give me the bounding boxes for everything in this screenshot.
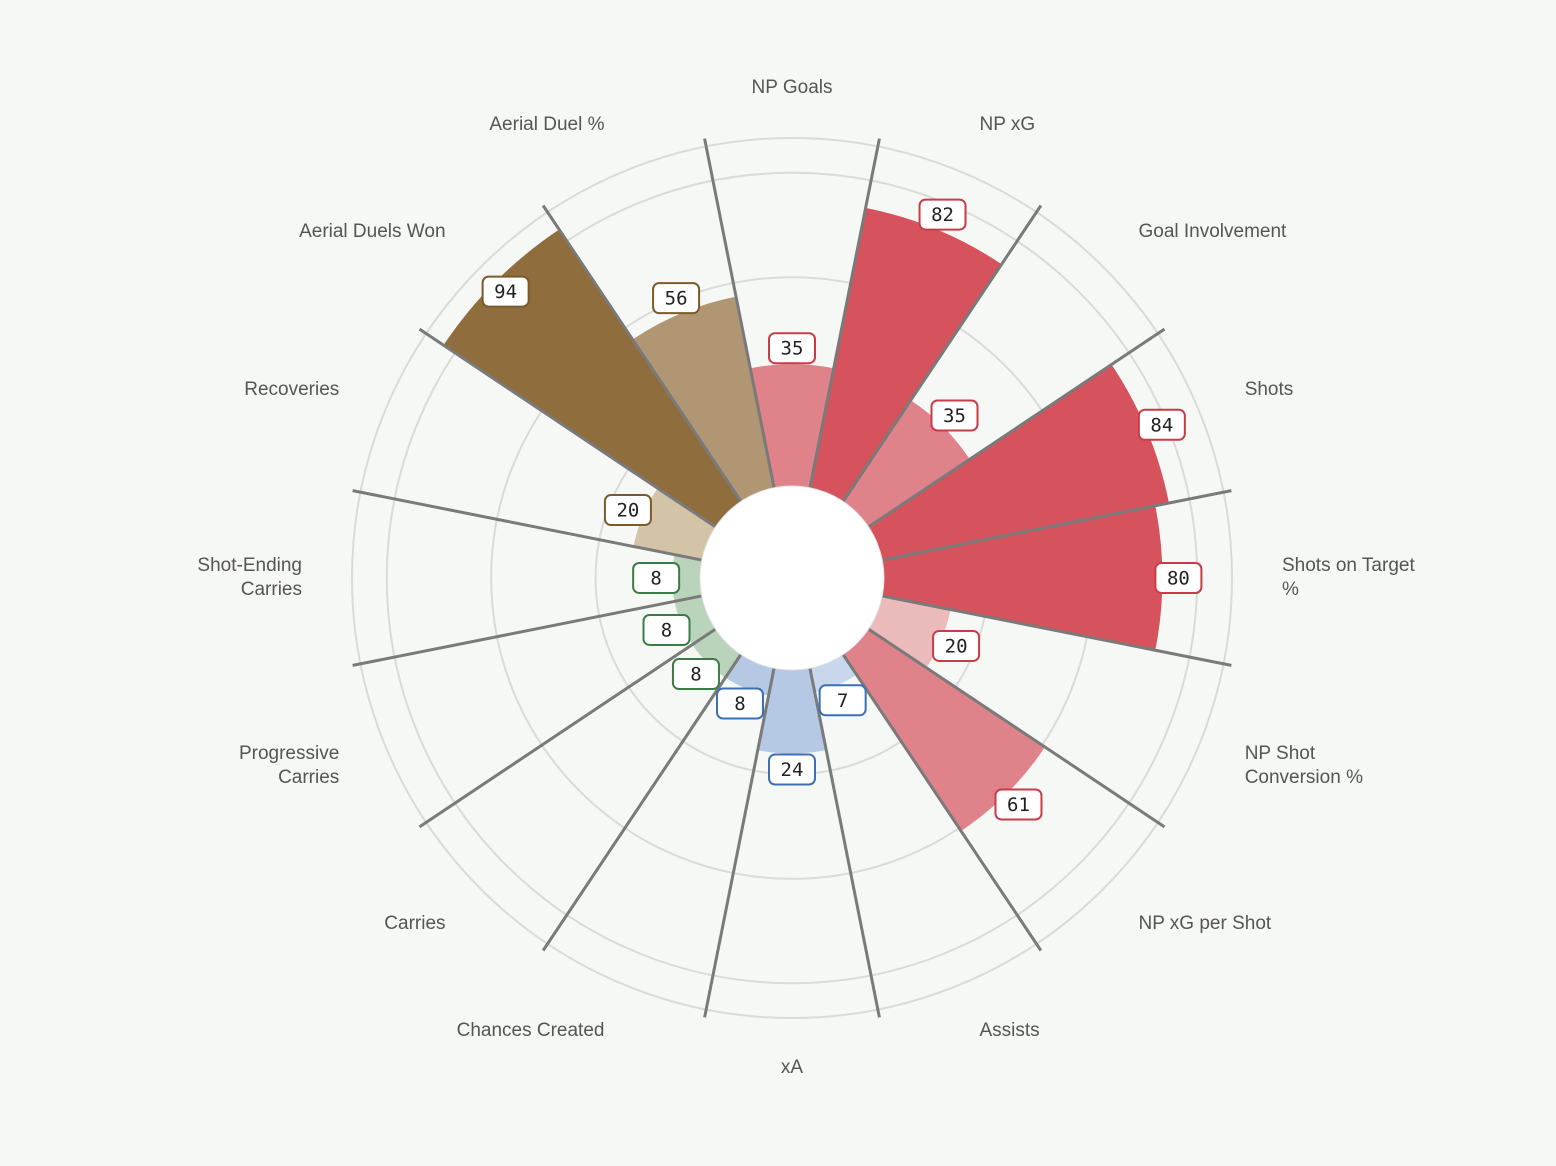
- value-label-box: [768, 753, 816, 786]
- value-label-box: [652, 282, 701, 315]
- value-label-text: 8: [690, 664, 701, 686]
- value-label-text: 94: [494, 281, 517, 303]
- value-label-text: 8: [661, 619, 672, 641]
- separator: [841, 653, 1043, 952]
- bar: [868, 364, 1169, 561]
- category-label: Chances Created: [456, 1019, 605, 1041]
- value-label-text: 84: [1150, 414, 1173, 436]
- value-label: 61: [994, 788, 1043, 821]
- bar: [868, 595, 951, 668]
- bar: [882, 505, 1163, 651]
- bar: [843, 400, 970, 527]
- value-label: 94: [481, 275, 530, 308]
- value-label-text: 35: [781, 338, 804, 360]
- value-label-box: [1137, 408, 1186, 441]
- separator: [841, 204, 1043, 503]
- value-label-text: 20: [616, 500, 639, 522]
- center-hole: [699, 485, 885, 671]
- bar: [809, 207, 1002, 502]
- value-label-box: [716, 687, 765, 720]
- value-label: 56: [652, 282, 701, 315]
- value-label: 84: [1137, 408, 1186, 441]
- category-label: Aerial Duels Won: [299, 220, 446, 242]
- value-label-box: [481, 275, 530, 308]
- separator: [867, 627, 1166, 829]
- category-label: Recoveries: [244, 379, 340, 401]
- value-label-text: 7: [837, 690, 848, 712]
- category-label: NP xG per Shot: [1138, 913, 1272, 935]
- value-label-box: [930, 399, 979, 432]
- category-label: Aerial Duel %: [489, 114, 605, 136]
- separator: [541, 653, 743, 952]
- value-label-box: [994, 788, 1043, 821]
- value-label: 20: [932, 629, 981, 662]
- value-label: 24: [768, 753, 816, 786]
- value-label: 20: [603, 494, 652, 527]
- value-label: 80: [1154, 562, 1203, 594]
- category-label: Goal Involvement: [1138, 220, 1287, 242]
- value-label-box: [632, 562, 681, 594]
- category-label: Shot-Ending Carries: [197, 555, 302, 600]
- value-label-box: [768, 332, 816, 365]
- category-label: NP xG: [979, 114, 1036, 136]
- separator: [352, 594, 703, 667]
- category-label: NP Goals: [751, 77, 833, 98]
- category-label: Carries: [384, 913, 446, 935]
- value-label: 7: [818, 684, 867, 717]
- value-label-text: 82: [931, 204, 954, 226]
- separator: [881, 489, 1232, 562]
- separator: [703, 138, 776, 489]
- category-label: Progressive Carries: [238, 742, 340, 788]
- separator: [808, 667, 881, 1018]
- value-label: 8: [716, 687, 765, 720]
- value-label-text: 56: [665, 288, 688, 310]
- bar: [725, 654, 775, 696]
- separator: [418, 627, 717, 829]
- bar: [632, 296, 775, 502]
- bar: [674, 595, 716, 645]
- bar: [843, 629, 1045, 831]
- value-label-box: [932, 629, 981, 662]
- value-label-text: 8: [650, 568, 661, 590]
- separator: [703, 667, 776, 1018]
- value-label: 35: [930, 399, 979, 432]
- separator: [541, 204, 743, 503]
- value-label: 8: [671, 658, 720, 691]
- value-label: 82: [918, 198, 967, 231]
- value-label: 8: [642, 613, 691, 646]
- category-label: Assists: [979, 1019, 1040, 1041]
- value-label-text: 80: [1167, 568, 1190, 590]
- bar: [757, 668, 827, 754]
- separator: [418, 327, 717, 529]
- category-label: NP Shot Conversion %: [1244, 742, 1363, 788]
- value-label: 35: [768, 332, 816, 365]
- value-label-box: [642, 613, 691, 646]
- value-label-box: [1154, 562, 1203, 594]
- separator: [352, 489, 703, 562]
- value-label-box: [671, 658, 720, 691]
- separator: [808, 138, 881, 489]
- category-label: Shots: [1244, 379, 1294, 401]
- separator: [881, 594, 1232, 667]
- value-label-text: 24: [781, 759, 804, 781]
- bar: [750, 364, 834, 488]
- value-label-box: [603, 494, 652, 527]
- separator: [867, 327, 1166, 529]
- bar: [692, 629, 741, 678]
- value-label-text: 35: [943, 405, 966, 427]
- category-label: Shots on Target %: [1282, 555, 1415, 600]
- bar: [809, 654, 857, 693]
- value-label-box: [818, 684, 867, 717]
- bar: [633, 488, 716, 561]
- category-label: xA: [780, 1057, 804, 1078]
- value-label: 8: [632, 562, 681, 594]
- grid-ring: [351, 137, 1233, 1019]
- value-label-box: [918, 198, 967, 231]
- value-label-text: 61: [1007, 794, 1030, 816]
- value-label-text: 8: [734, 693, 745, 715]
- value-label-text: 20: [945, 635, 968, 657]
